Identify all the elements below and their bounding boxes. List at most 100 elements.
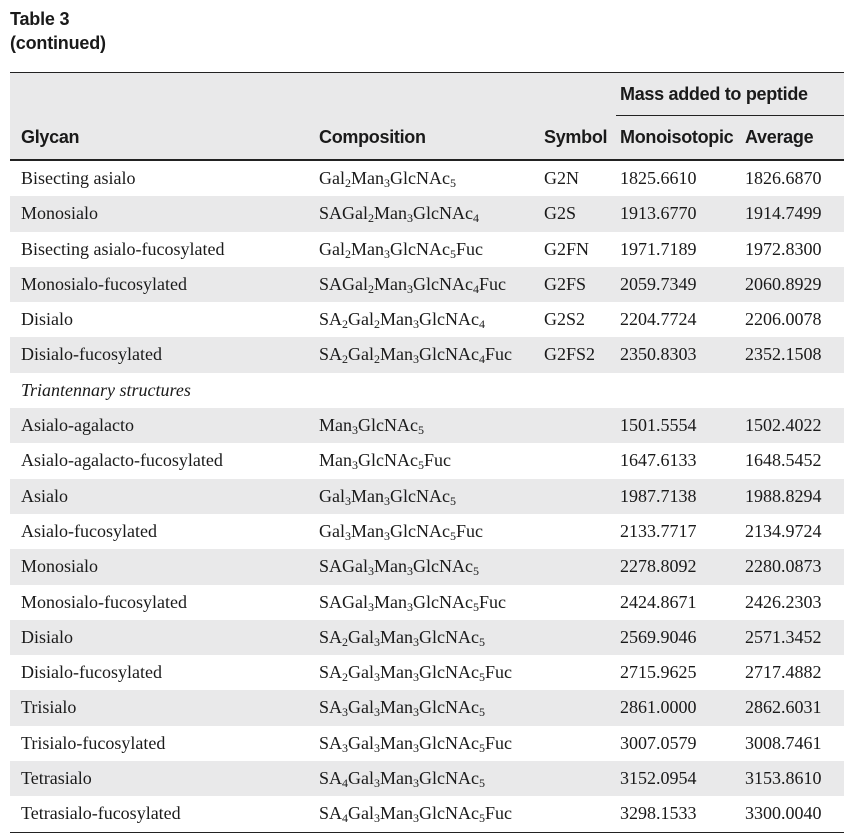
column-header-glycan: Glycan bbox=[21, 127, 80, 147]
average-mass-cell: 1502.4022 bbox=[745, 415, 822, 436]
glycan-cell: Disialo bbox=[21, 309, 73, 330]
monoisotopic-mass-cell: 1987.7138 bbox=[620, 485, 697, 506]
composition-cell: Gal2Man3GlcNAc5 bbox=[319, 168, 456, 190]
monoisotopic-mass-cell: 1971.7189 bbox=[620, 238, 697, 259]
average-mass-cell: 3153.8610 bbox=[745, 768, 822, 789]
table-header: Mass added to peptide Glycan Composition… bbox=[10, 73, 844, 161]
composition-cell: Man3GlcNAc5 bbox=[319, 415, 424, 438]
composition-cell: SA2Gal2Man3GlcNAc4 bbox=[319, 309, 485, 332]
glycan-cell: Trisialo-fucosylated bbox=[21, 732, 166, 753]
average-mass-cell: 2352.1508 bbox=[745, 344, 822, 365]
average-mass-cell: 2426.2303 bbox=[745, 591, 822, 612]
average-mass-cell: 1972.8300 bbox=[745, 238, 822, 259]
composition-cell: SA3Gal3Man3GlcNAc5 bbox=[319, 697, 485, 720]
average-mass-cell: 3008.7461 bbox=[745, 732, 822, 753]
glycan-cell: Asialo-agalacto bbox=[21, 415, 134, 436]
table-row: Bisecting asialo Gal2Man3GlcNAc5 G2N 1825.6… bbox=[10, 161, 844, 196]
symbol-cell: G2FN bbox=[544, 238, 590, 259]
composition-cell: Gal3Man3GlcNAc5 bbox=[319, 485, 456, 508]
column-header-average: Average bbox=[745, 127, 814, 147]
table-row: Disialo-fucosylated SA2Gal3Man3GlcNAc5Fuc… bbox=[10, 655, 844, 690]
symbol-cell: G2FS bbox=[544, 273, 587, 294]
table-row: Tetrasialo-fucosylated SA4Gal3Man3GlcNAc5… bbox=[10, 796, 844, 833]
average-mass-cell: 2717.4882 bbox=[745, 662, 822, 683]
composition-cell: SA2Gal3Man3GlcNAc5Fuc bbox=[319, 662, 512, 685]
glycan-cell: Monosialo bbox=[21, 556, 99, 577]
average-mass-cell: 1826.6870 bbox=[745, 168, 822, 188]
table-row: Asialo-fucosylated Gal3Man3GlcNAc5Fuc 2133… bbox=[10, 514, 844, 549]
composition-cell: Gal3Man3GlcNAc5Fuc bbox=[319, 520, 483, 543]
monoisotopic-mass-cell: 3007.0579 bbox=[620, 732, 697, 753]
table-row: Disialo-fucosylated SA2Gal2Man3GlcNAc4Fuc… bbox=[10, 337, 844, 373]
average-mass-cell: 1648.5452 bbox=[745, 450, 822, 471]
table-row: Monosialo-fucosylated SAGal2Man3GlcNAc4Fu… bbox=[10, 266, 844, 303]
table-row: Monosialo SAGal2Man3GlcNAc4 G2S 1913.6770 19… bbox=[10, 196, 844, 232]
glycan-cell: Asialo-fucosylated bbox=[21, 520, 157, 541]
glycan-cell: Disialo-fucosylated bbox=[21, 662, 162, 683]
average-mass-cell: 3300.0040 bbox=[745, 803, 822, 824]
average-mass-cell: 2280.0873 bbox=[745, 556, 822, 577]
section-label: Triantennary structures bbox=[21, 379, 191, 400]
composition-cell: Man3GlcNAc5Fuc bbox=[319, 450, 451, 473]
glycan-cell: Tetrasialo-fucosylated bbox=[21, 803, 181, 824]
table-body: Bisecting asialo Gal2Man3GlcNAc5 G2N 1825.6… bbox=[10, 161, 844, 833]
composition-cell: SAGal3Man3GlcNAc5 bbox=[319, 556, 479, 579]
monoisotopic-mass-cell: 3298.1533 bbox=[620, 803, 697, 824]
composition-cell: Gal2Man3GlcNAc5Fuc bbox=[319, 238, 483, 261]
monoisotopic-mass-cell: 1501.5554 bbox=[620, 415, 697, 436]
average-mass-cell: 2571.3452 bbox=[745, 626, 822, 647]
glycan-cell: Bisecting asialo bbox=[21, 168, 136, 188]
glycan-cell: Monosialo bbox=[21, 203, 99, 224]
average-mass-cell: 2134.9724 bbox=[745, 520, 822, 541]
glycan-cell: Monosialo-fucosylated bbox=[21, 591, 187, 612]
table-row: Monosialo SAGal3Man3GlcNAc5 2278.8092 2280.… bbox=[10, 549, 844, 585]
composition-cell: SA4Gal3Man3GlcNAc5 bbox=[319, 768, 485, 791]
table-row: Disialo SA2Gal2Man3GlcNAc4 G2S2 2204.7724 22… bbox=[10, 302, 844, 337]
glycan-cell: Monosialo-fucosylated bbox=[21, 273, 187, 294]
glycan-cell: Asialo bbox=[21, 485, 68, 506]
table-row: Disialo SA2Gal3Man3GlcNAc5 2569.9046 2571.3… bbox=[10, 619, 844, 656]
table-row: Asialo Gal3Man3GlcNAc5 1987.7138 1988.8294 bbox=[10, 478, 844, 514]
table-row: Bisecting asialo-fucosylated Gal2Man3GlcN… bbox=[10, 232, 844, 267]
mass-group-header: Mass added to peptide bbox=[620, 84, 808, 104]
monoisotopic-mass-cell: 1647.6133 bbox=[620, 450, 697, 471]
section-row: Triantennary structures bbox=[10, 373, 844, 408]
monoisotopic-mass-cell: 2861.0000 bbox=[620, 697, 697, 718]
glycan-cell: Bisecting asialo-fucosylated bbox=[21, 238, 225, 259]
composition-cell: SAGal2Man3GlcNAc4 bbox=[319, 203, 479, 226]
column-header-composition: Composition bbox=[319, 127, 426, 147]
glycan-cell: Tetrasialo bbox=[21, 768, 92, 789]
table-row: Asialo-agalacto Man3GlcNAc5 1501.5554 1502.… bbox=[10, 408, 844, 444]
composition-cell: SA4Gal3Man3GlcNAc5Fuc bbox=[319, 803, 512, 826]
monoisotopic-mass-cell: 2133.7717 bbox=[620, 520, 697, 541]
table-row: Monosialo-fucosylated SAGal3Man3GlcNAc5Fu… bbox=[10, 585, 844, 620]
composition-cell: SA3Gal3Man3GlcNAc5Fuc bbox=[319, 732, 512, 755]
glycan-cell: Disialo bbox=[21, 626, 73, 647]
column-header-symbol: Symbol bbox=[544, 127, 608, 147]
monoisotopic-mass-cell: 2715.9625 bbox=[620, 662, 697, 683]
column-header-monoisotopic: Monoisotopic bbox=[620, 127, 734, 147]
monoisotopic-mass-cell: 3152.0954 bbox=[620, 768, 697, 789]
table-subtitle: (continued) bbox=[10, 33, 106, 53]
composition-cell: SAGal2Man3GlcNAc4Fuc bbox=[319, 273, 506, 296]
average-mass-cell: 2862.6031 bbox=[745, 697, 822, 718]
composition-cell: SA2Gal2Man3GlcNAc4Fuc bbox=[319, 344, 512, 367]
monoisotopic-mass-cell: 2059.7349 bbox=[620, 273, 697, 294]
composition-cell: SA2Gal3Man3GlcNAc5 bbox=[319, 626, 485, 649]
table-row: Asialo-agalacto-fucosylated Man3GlcNAc5Fu… bbox=[10, 443, 844, 478]
group-header-rule bbox=[616, 115, 844, 116]
average-mass-cell: 2206.0078 bbox=[745, 309, 822, 330]
table-row: Tetrasialo SA4Gal3Man3GlcNAc5 3152.0954 315… bbox=[10, 761, 844, 797]
glycan-cell: Disialo-fucosylated bbox=[21, 344, 162, 365]
symbol-cell: G2S bbox=[544, 203, 577, 224]
table-row: Trisialo SA3Gal3Man3GlcNAc5 2861.0000 2862.… bbox=[10, 690, 844, 726]
average-mass-cell: 2060.8929 bbox=[745, 273, 822, 294]
symbol-cell: G2N bbox=[544, 168, 579, 188]
monoisotopic-mass-cell: 1825.6610 bbox=[620, 168, 697, 188]
monoisotopic-mass-cell: 2278.8092 bbox=[620, 556, 697, 577]
monoisotopic-mass-cell: 2424.8671 bbox=[620, 591, 697, 612]
monoisotopic-mass-cell: 2204.7724 bbox=[620, 309, 697, 330]
glycan-cell: Asialo-agalacto-fucosylated bbox=[21, 450, 223, 471]
table-row: Trisialo-fucosylated SA3Gal3Man3GlcNAc5Fu… bbox=[10, 726, 844, 761]
table-title: Table 3 bbox=[10, 9, 70, 29]
